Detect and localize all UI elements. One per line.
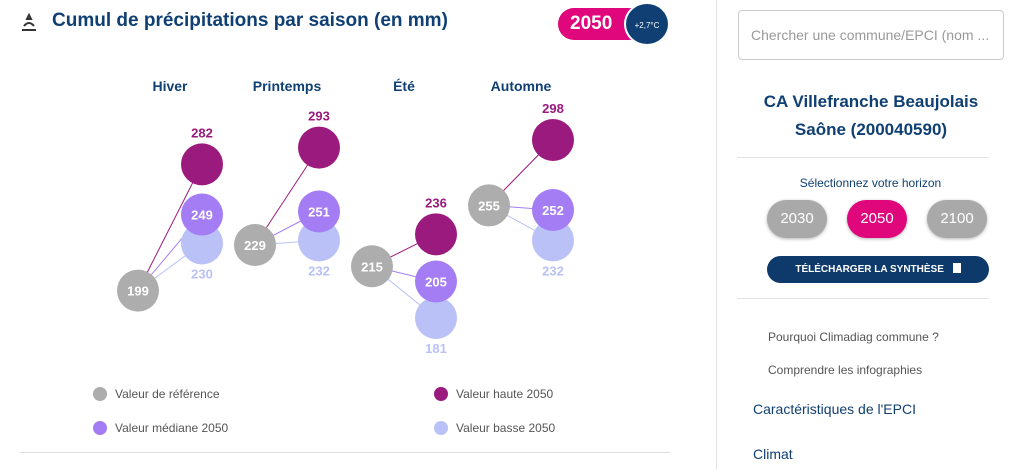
legend-swatch (434, 421, 448, 435)
search-input[interactable]: Chercher une commune/EPCI (nom ... (738, 10, 1004, 60)
value-label: 229 (244, 238, 266, 253)
legend-swatch (434, 387, 448, 401)
dot (415, 213, 457, 256)
legend-swatch (93, 421, 107, 435)
connector (137, 164, 203, 291)
file-icon (952, 263, 961, 273)
download-button[interactable]: TÉLÉCHARGER LA SYNTHÈSE (767, 256, 989, 283)
chart: Hiver 230 249 282 199 Printemps 232 251 293 229 Ét… (93, 78, 574, 435)
legend-label: Valeur haute 2050 (456, 387, 554, 401)
dot (532, 119, 574, 161)
horizon-button[interactable]: 2030 (767, 200, 827, 238)
warming-badge: +2,7°C (624, 2, 670, 46)
category-label: Été (393, 78, 415, 94)
value-label: 252 (542, 203, 564, 218)
horizon-button[interactable]: 2050 (847, 200, 907, 238)
divider (737, 157, 989, 158)
value-label: 251 (308, 205, 330, 220)
value-label: 181 (425, 341, 447, 356)
value-label: 249 (191, 208, 213, 223)
dot (415, 260, 457, 303)
divider (737, 298, 989, 299)
dot (181, 222, 223, 265)
dot (298, 190, 340, 233)
legend-label: Valeur basse 2050 (456, 421, 556, 435)
value-label: 230 (191, 266, 213, 281)
value-label: 293 (308, 109, 330, 124)
value-label: 255 (478, 198, 500, 213)
section-link[interactable]: Caractéristiques de l'EPCI (753, 401, 916, 417)
sidebar: Chercher une commune/EPCI (nom ... CA Vi… (716, 0, 1023, 470)
dot (234, 223, 276, 266)
divider (20, 452, 670, 453)
legend-label: Valeur médiane 2050 (115, 421, 229, 435)
link[interactable]: Comprendre les infographies (768, 363, 923, 377)
category-label: Automne (491, 78, 552, 94)
dot (415, 297, 457, 339)
category-label: Hiver (152, 78, 188, 94)
dot (532, 188, 574, 231)
dot (532, 219, 574, 262)
territory-name: CA Villefranche Beaujolais Saône (200040… (763, 92, 979, 139)
value-label: 232 (542, 263, 564, 278)
dot (117, 269, 159, 312)
value-label: 282 (191, 125, 213, 140)
dot (181, 143, 223, 186)
category-label: Printemps (253, 78, 322, 94)
value-label: 215 (361, 259, 383, 274)
horizon-label: Sélectionnez votre horizon (799, 176, 942, 190)
rain-icon (22, 12, 36, 31)
dot (351, 245, 393, 288)
section-link[interactable]: Climat (753, 446, 793, 462)
horizon-button[interactable]: 2100 (927, 200, 987, 238)
dot (298, 126, 340, 169)
dot (181, 193, 223, 236)
value-label: 205 (425, 274, 447, 289)
link[interactable]: Pourquoi Climadiag commune ? (768, 330, 939, 344)
dot (468, 184, 510, 227)
value-label: 232 (308, 263, 330, 278)
legend-label: Valeur de référence (115, 387, 220, 401)
download-label: TÉLÉCHARGER LA SYNTHÈSE (795, 264, 944, 275)
value-label: 199 (127, 284, 149, 299)
value-label: 236 (425, 195, 447, 210)
dot (298, 219, 340, 262)
value-label: 298 (542, 101, 564, 116)
chart-title: Cumul de précipitations par saison (en m… (52, 10, 448, 31)
legend-swatch (93, 387, 107, 401)
